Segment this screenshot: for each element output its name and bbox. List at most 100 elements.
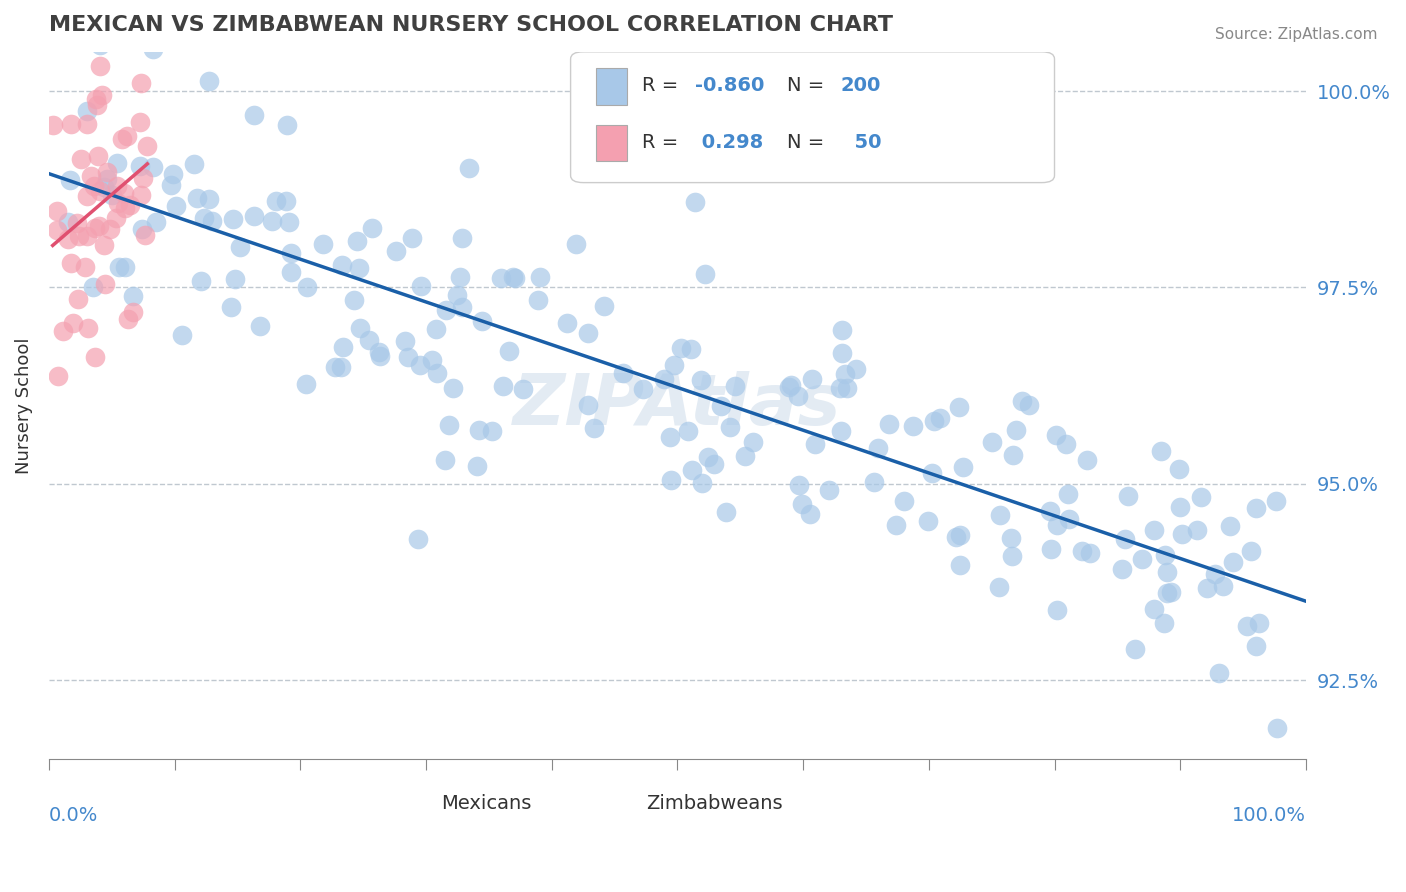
Point	[198, 192, 221, 206]
Point	[1001, 448, 1024, 462]
Point	[98, 222, 121, 236]
Point	[458, 161, 481, 175]
Point	[142, 160, 165, 174]
Point	[219, 300, 242, 314]
Point	[1244, 639, 1267, 653]
Point	[425, 322, 447, 336]
Text: Zimbabweans: Zimbabweans	[645, 794, 783, 813]
Point	[82, 280, 104, 294]
Point	[988, 508, 1011, 522]
Point	[710, 399, 733, 413]
Point	[266, 194, 288, 208]
Point	[136, 139, 159, 153]
Point	[190, 274, 212, 288]
Point	[323, 359, 346, 374]
Point	[1123, 642, 1146, 657]
Text: 0.298: 0.298	[695, 133, 763, 152]
Point	[111, 13, 134, 28]
Y-axis label: Nursery School: Nursery School	[15, 337, 32, 474]
Point	[512, 383, 534, 397]
Point	[1111, 562, 1133, 576]
Point	[1039, 504, 1062, 518]
Point	[790, 497, 813, 511]
Point	[492, 379, 515, 393]
Point	[434, 303, 457, 318]
Point	[1212, 579, 1234, 593]
Point	[1057, 486, 1080, 500]
Point	[981, 434, 1004, 449]
Point	[1143, 602, 1166, 616]
Point	[527, 293, 550, 307]
Point	[714, 505, 737, 519]
Point	[576, 398, 599, 412]
Point	[787, 388, 810, 402]
Point	[409, 358, 432, 372]
Point	[193, 211, 215, 225]
Point	[658, 430, 681, 444]
Text: N =: N =	[787, 133, 831, 152]
Point	[360, 221, 382, 235]
Point	[592, 299, 614, 313]
Point	[1189, 491, 1212, 505]
Point	[107, 260, 129, 274]
Point	[669, 341, 692, 355]
Point	[384, 244, 406, 258]
Point	[1080, 546, 1102, 560]
Point	[1046, 518, 1069, 533]
Point	[631, 382, 654, 396]
Point	[76, 117, 98, 131]
Point	[987, 580, 1010, 594]
Point	[198, 74, 221, 88]
Point	[297, 280, 319, 294]
Point	[1046, 602, 1069, 616]
Point	[222, 211, 245, 226]
Point	[502, 270, 524, 285]
Point	[489, 271, 512, 285]
Point	[260, 214, 283, 228]
Point	[703, 457, 725, 471]
Point	[831, 346, 853, 360]
Point	[145, 215, 167, 229]
Point	[201, 213, 224, 227]
Point	[131, 171, 153, 186]
Point	[689, 373, 711, 387]
Text: R =: R =	[643, 133, 685, 152]
Point	[52, 324, 75, 338]
Point	[76, 229, 98, 244]
Point	[76, 103, 98, 118]
Point	[62, 317, 84, 331]
Point	[329, 359, 352, 374]
Point	[1057, 511, 1080, 525]
Point	[165, 199, 187, 213]
Point	[683, 194, 706, 209]
Point	[697, 450, 720, 464]
Point	[564, 236, 586, 251]
Point	[224, 272, 246, 286]
Point	[100, 188, 122, 202]
Point	[834, 367, 856, 381]
Point	[89, 184, 111, 198]
Point	[1264, 493, 1286, 508]
Point	[831, 323, 853, 337]
Text: Mexicans: Mexicans	[441, 794, 531, 813]
Point	[451, 231, 474, 245]
Point	[229, 240, 252, 254]
Point	[1153, 616, 1175, 631]
Point	[734, 449, 756, 463]
Point	[122, 305, 145, 319]
Point	[66, 292, 89, 306]
Point	[1005, 423, 1028, 437]
Point	[661, 473, 683, 487]
Point	[724, 378, 747, 392]
Point	[276, 118, 298, 132]
Point	[129, 115, 152, 129]
Point	[66, 216, 89, 230]
Point	[86, 97, 108, 112]
Point	[718, 420, 741, 434]
Point	[1118, 489, 1140, 503]
Point	[948, 401, 970, 415]
Point	[1222, 555, 1244, 569]
FancyBboxPatch shape	[609, 789, 636, 817]
Point	[1160, 584, 1182, 599]
Point	[441, 381, 464, 395]
